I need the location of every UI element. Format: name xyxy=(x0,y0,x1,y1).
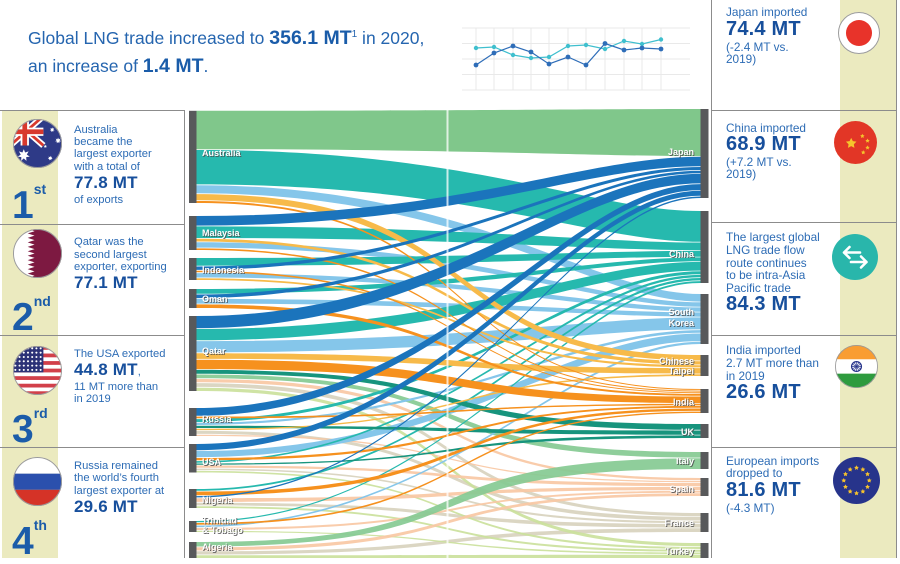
svg-text:Indonesia: Indonesia xyxy=(202,265,245,275)
svg-text:South: South xyxy=(669,308,695,318)
svg-text:Korea: Korea xyxy=(669,319,696,329)
svg-text:China: China xyxy=(670,250,696,260)
svg-text:Russia: Russia xyxy=(202,414,233,424)
svg-text:Malaysia: Malaysia xyxy=(202,228,241,238)
svg-text:France: France xyxy=(664,518,694,528)
svg-text:Trinidad: Trinidad xyxy=(203,516,238,526)
svg-text:Algeria: Algeria xyxy=(203,543,235,553)
svg-text:& Tobago: & Tobago xyxy=(203,526,244,536)
svg-text:Qatar: Qatar xyxy=(203,347,227,357)
svg-text:Japan: Japan xyxy=(669,148,695,158)
svg-text:USA: USA xyxy=(203,458,223,468)
svg-text:France: France xyxy=(665,519,695,529)
svg-text:Chinese: Chinese xyxy=(659,356,694,366)
svg-text:Korea: Korea xyxy=(668,318,695,328)
svg-text:UK: UK xyxy=(682,428,695,438)
svg-text:Taipei: Taipei xyxy=(669,366,694,376)
svg-text:Australia: Australia xyxy=(203,149,243,159)
svg-text:Russia: Russia xyxy=(203,415,234,425)
svg-text:India: India xyxy=(674,398,696,408)
svg-text:Oman: Oman xyxy=(202,294,228,304)
svg-text:& Tobago: & Tobago xyxy=(202,525,243,535)
svg-text:Italy: Italy xyxy=(677,457,695,467)
svg-text:Indonesia: Indonesia xyxy=(203,266,246,276)
svg-text:Italy: Italy xyxy=(676,456,694,466)
svg-text:Malaysia: Malaysia xyxy=(203,229,242,239)
svg-text:UK: UK xyxy=(681,427,694,437)
svg-text:Australia: Australia xyxy=(202,148,242,158)
svg-text:USA: USA xyxy=(202,457,222,467)
svg-text:Chinese: Chinese xyxy=(660,357,695,367)
svg-text:Algeria: Algeria xyxy=(202,542,234,552)
svg-text:Spain: Spain xyxy=(669,484,694,494)
svg-text:Spain: Spain xyxy=(670,485,695,495)
svg-text:Japan: Japan xyxy=(668,147,694,157)
svg-text:India: India xyxy=(673,397,695,407)
svg-text:Nigeria: Nigeria xyxy=(202,495,234,505)
svg-text:Taipei: Taipei xyxy=(670,367,695,377)
svg-text:Turkey: Turkey xyxy=(666,547,695,557)
svg-text:China: China xyxy=(669,249,695,259)
svg-text:Trinidad: Trinidad xyxy=(202,516,237,526)
svg-text:South: South xyxy=(669,307,695,317)
svg-text:Turkey: Turkey xyxy=(665,546,694,556)
svg-text:Qatar: Qatar xyxy=(202,346,226,356)
svg-text:Oman: Oman xyxy=(203,295,229,305)
svg-text:Nigeria: Nigeria xyxy=(203,496,235,506)
